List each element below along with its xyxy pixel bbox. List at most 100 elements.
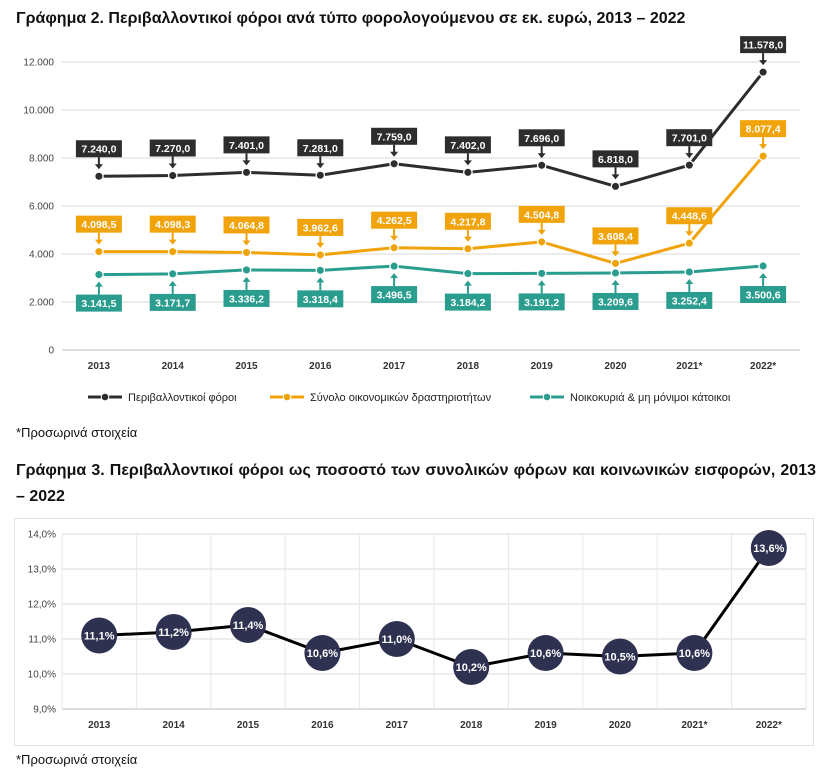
data-label-arrowhead <box>168 280 177 286</box>
data-label-arrowhead <box>463 160 472 166</box>
y-tick-label: 6.000 <box>29 202 54 213</box>
data-label-box <box>444 293 491 311</box>
x-tick-label: 2018 <box>460 720 483 731</box>
chart1-note: *Προσωρινά στοιχεία <box>16 425 138 440</box>
data-label-arrowhead <box>390 273 399 279</box>
x-tick-label: 2022* <box>756 720 782 731</box>
data-label-arrowhead <box>463 280 472 286</box>
data-label-box <box>444 212 491 230</box>
data-point <box>463 243 473 254</box>
data-label-box <box>518 129 565 147</box>
data-label-arrowhead <box>316 277 325 283</box>
data-label-box <box>444 136 491 154</box>
data-point <box>94 171 104 182</box>
x-tick-label: 2021* <box>676 361 702 372</box>
y-tick-label: 12,0% <box>28 600 56 611</box>
data-label-box <box>297 139 344 157</box>
data-label: 11,2% <box>158 627 189 639</box>
y-tick-label: 12.000 <box>23 58 54 69</box>
data-label: 3.171,7 <box>155 297 190 309</box>
data-label: 4.217,8 <box>450 216 485 228</box>
data-label: 11.578,0 <box>743 40 783 52</box>
x-tick-label: 2019 <box>534 720 557 731</box>
data-label-box <box>371 127 418 145</box>
data-label-box <box>371 211 418 229</box>
data-label: 11,0% <box>382 634 413 646</box>
chart1-svg: 0 2.000 4.000 6.000 8.000 10.000 12.000 2013 201… <box>23 36 800 404</box>
x-tick-label: 2017 <box>386 720 409 731</box>
data-label-arrowhead <box>94 239 103 245</box>
data-label: 11,4% <box>233 620 264 632</box>
data-point <box>684 267 695 277</box>
data-point <box>610 181 621 192</box>
data-label: 11,1% <box>84 631 115 643</box>
data-point <box>241 167 252 178</box>
data-point <box>453 649 490 685</box>
y-tick-label: 4.000 <box>29 250 54 261</box>
series-line <box>98 155 765 265</box>
data-label-box <box>149 293 196 311</box>
data-label-box <box>149 139 196 157</box>
x-tick-label: 2020 <box>609 720 632 731</box>
data-label-box <box>297 290 344 308</box>
x-tick-label: 2016 <box>311 720 334 731</box>
data-point <box>758 151 768 161</box>
data-label-arrowhead <box>242 240 251 246</box>
data-label: 3.500,6 <box>746 289 781 301</box>
data-label-box <box>518 205 565 223</box>
data-label: 3.318,4 <box>303 294 338 306</box>
x-tick-label: 2022* <box>750 361 776 372</box>
legend-marker <box>282 392 292 402</box>
data-label: 10,6% <box>679 648 710 660</box>
data-point <box>378 621 415 657</box>
y-tick-label: 2.000 <box>29 298 54 309</box>
y-tick-label: 10,0% <box>28 670 56 681</box>
data-point <box>155 614 192 650</box>
data-label-arrowhead <box>611 174 620 180</box>
data-label: 7.401,0 <box>229 140 264 152</box>
data-point <box>758 67 768 77</box>
data-label: 3.608,4 <box>598 231 633 243</box>
data-point <box>536 268 547 279</box>
data-label: 4.098,5 <box>81 219 116 231</box>
data-label: 4.064,8 <box>229 220 264 232</box>
data-point <box>94 246 104 257</box>
data-label: 4.448,6 <box>672 211 707 223</box>
x-tick-label: 2013 <box>88 720 111 731</box>
data-label: 10,6% <box>307 648 338 660</box>
legend-marker <box>542 392 552 402</box>
data-label-arrowhead <box>537 280 546 286</box>
data-label-box <box>592 292 639 310</box>
series-line <box>98 264 764 277</box>
data-label: 3.962,6 <box>303 222 338 234</box>
data-point <box>758 261 768 271</box>
data-label: 7.281,0 <box>303 143 338 155</box>
series-line <box>98 71 765 188</box>
data-point <box>536 160 547 171</box>
data-label: 3.336,2 <box>229 293 264 305</box>
data-label-box <box>223 289 270 307</box>
y-tick-label: 0 <box>48 346 54 357</box>
data-point <box>167 170 178 181</box>
data-label-box <box>223 216 270 234</box>
y-tick-label: 13,0% <box>28 565 56 576</box>
data-point <box>750 530 787 566</box>
data-label-arrowhead <box>759 60 768 66</box>
data-label-arrowhead <box>168 239 177 245</box>
x-tick-label: 2018 <box>457 361 480 372</box>
data-label-arrowhead <box>537 153 546 159</box>
data-label: 7.270,0 <box>155 143 190 155</box>
data-label: 4.098,3 <box>155 219 190 231</box>
data-label-arrowhead <box>759 272 768 278</box>
data-label: 3.191,2 <box>524 297 559 309</box>
data-point <box>684 238 695 249</box>
data-point <box>527 635 564 671</box>
data-label-arrowhead <box>390 235 399 241</box>
data-label-box <box>297 218 344 236</box>
x-tick-label: 2016 <box>309 361 332 372</box>
data-label-box <box>666 207 713 225</box>
data-label-box <box>75 140 122 158</box>
data-point <box>241 247 252 258</box>
y-tick-label: 10.000 <box>23 106 54 117</box>
